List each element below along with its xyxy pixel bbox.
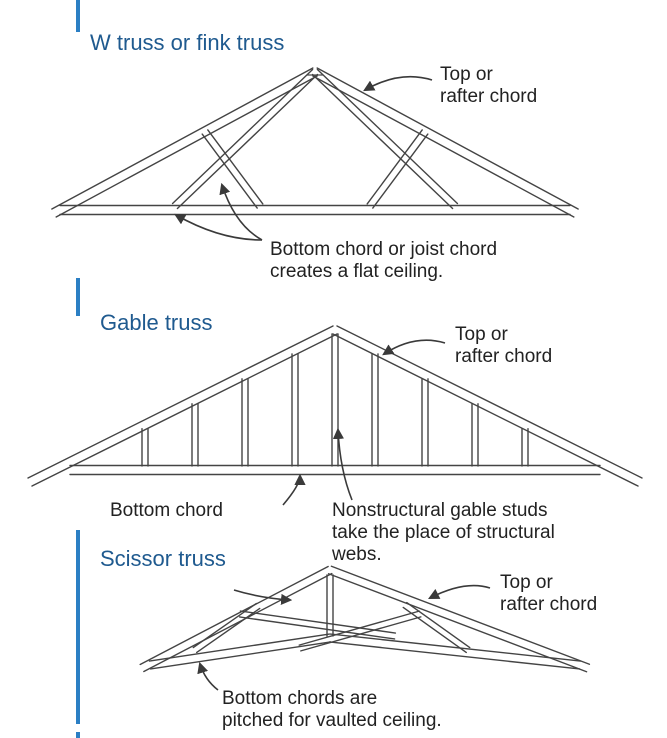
w-top-label-1: Top or [440,64,493,85]
web [202,134,257,208]
web [240,611,395,633]
callout-bottom-chord [283,476,300,505]
scissor-bot-2: pitched for vaulted ceiling. [222,710,442,731]
gable-title: Gable truss [100,310,213,335]
top-chord-left [56,76,317,217]
top-chord-left [140,566,328,664]
web [373,134,428,208]
bottom-chord-left [149,634,329,661]
scissor-title: Scissor truss [100,546,226,571]
callout-gable-top [384,340,445,354]
gable-top-2: rafter chord [455,346,552,367]
bottom-chord-left [151,642,331,669]
accent-bar [76,278,80,316]
callout-scissor-bottom [200,664,218,690]
accent-bar [76,0,80,32]
gable-studs-3: webs. [331,544,382,565]
web [208,130,263,204]
web [367,130,422,204]
callout-webs-2 [222,185,262,240]
callout-webs-1 [176,215,262,240]
top-chord-left [28,326,333,478]
accent-bar [76,732,80,738]
scissor-bot-1: Bottom chords are [222,688,377,709]
web [193,604,256,648]
gable-studs-2: take the place of structural [332,522,555,543]
w-truss-title: W truss or fink truss [90,30,284,55]
web [407,603,470,648]
callout-top-chord [365,77,432,90]
w-bot-label-2: creates a flat ceiling. [270,261,443,282]
scissor-top-1: Top or [500,572,553,593]
gable-studs-1: Nonstructural gable studs [332,500,547,521]
web [173,69,313,203]
accent-bar [76,530,80,724]
gable-bottom-label: Bottom chord [110,500,223,521]
callout-scissor-top [430,586,490,598]
gable-top-1: Top or [455,324,508,345]
w-top-label-2: rafter chord [440,86,537,107]
scissor-top-2: rafter chord [500,594,597,615]
web [313,75,453,209]
top-chord-left [52,68,313,209]
web [177,75,317,209]
top-chord-left [32,334,337,486]
top-chord-left [144,574,332,672]
web [317,69,457,203]
w-bot-label-1: Bottom chord or joist chord [270,239,497,260]
